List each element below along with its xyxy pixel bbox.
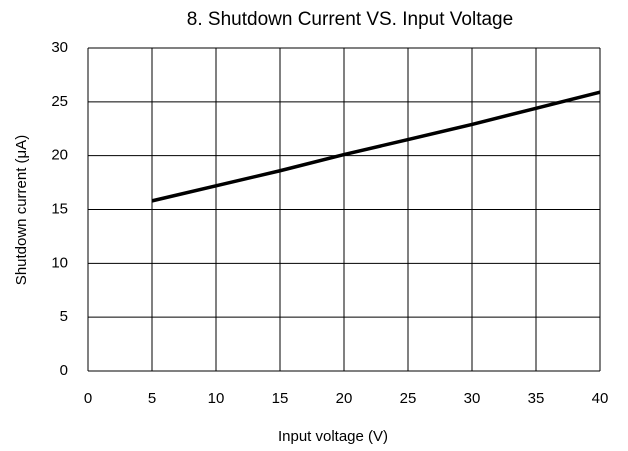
y-tick-label: 5 [60,308,68,325]
data-line [151,90,601,203]
y-tick-label: 25 [51,93,68,110]
x-axis-label: Input voltage (V) [278,428,388,445]
x-tick-label: 0 [84,390,92,407]
x-tick-label: 30 [464,390,481,407]
y-tick-label: 30 [51,39,68,56]
x-tick-label: 40 [592,390,609,407]
chart-title: 8. Shutdown Current VS. Input Voltage [187,9,513,30]
x-tick-label: 5 [148,390,156,407]
y-tick-label: 0 [60,362,68,379]
x-tick-label: 25 [400,390,417,407]
x-tick-label: 10 [208,390,225,407]
y-tick-label: 10 [51,254,68,271]
x-tick-label: 20 [336,390,353,407]
x-tick-label: 15 [272,390,289,407]
y-tick-label: 15 [51,200,68,217]
y-tick-label: 20 [51,147,68,164]
x-tick-label: 35 [528,390,545,407]
y-axis-label: Shutdown current (μA) [13,135,30,285]
